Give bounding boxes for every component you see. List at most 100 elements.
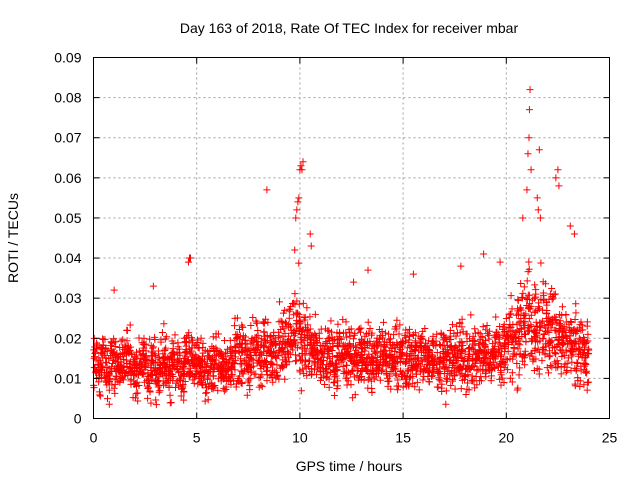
data-point <box>254 327 262 335</box>
data-point <box>152 396 160 404</box>
data-point <box>152 401 160 409</box>
data-point <box>187 347 195 355</box>
data-point <box>405 382 413 390</box>
data-point <box>565 324 573 332</box>
data-point <box>276 364 284 372</box>
data-point <box>239 370 247 378</box>
data-point <box>387 368 395 376</box>
data-point <box>168 349 176 357</box>
data-point <box>582 360 590 368</box>
data-point <box>523 186 531 194</box>
data-point <box>120 364 128 372</box>
data-point <box>466 335 474 343</box>
data-point <box>177 377 185 385</box>
data-point <box>528 335 536 343</box>
data-point <box>562 368 570 376</box>
data-point <box>134 397 142 405</box>
data-point <box>413 378 421 386</box>
data-point <box>294 198 302 206</box>
data-point <box>281 344 289 352</box>
data-point <box>261 357 269 365</box>
data-point <box>247 321 255 329</box>
data-point <box>326 336 334 344</box>
data-point <box>103 395 111 403</box>
data-point <box>392 365 400 373</box>
data-point <box>379 334 387 342</box>
data-point <box>368 388 376 396</box>
data-point <box>132 353 140 361</box>
data-point <box>367 353 375 361</box>
y-tick-label: 0.09 <box>54 50 81 66</box>
data-point <box>322 365 330 373</box>
data-point <box>490 351 498 359</box>
data-point <box>292 357 300 365</box>
data-point <box>521 347 529 355</box>
data-point <box>381 357 389 365</box>
data-point <box>218 349 226 357</box>
data-point <box>140 370 148 378</box>
data-point <box>395 330 403 338</box>
data-point <box>408 362 416 370</box>
data-point <box>273 371 281 379</box>
data-point <box>258 383 266 391</box>
data-point <box>313 338 321 346</box>
data-point <box>436 341 444 349</box>
data-point <box>583 322 591 330</box>
data-point <box>231 366 239 374</box>
data-point <box>262 367 270 375</box>
data-point <box>442 387 450 395</box>
data-point <box>535 146 543 154</box>
data-point <box>366 324 374 332</box>
data-point <box>234 375 242 383</box>
data-point <box>507 292 515 300</box>
y-tick-label: 0 <box>74 411 82 427</box>
data-point <box>525 134 533 142</box>
data-point <box>169 340 177 348</box>
plot-frame <box>93 57 610 419</box>
data-point <box>563 359 571 367</box>
data-point <box>424 367 432 375</box>
data-point <box>102 369 110 377</box>
data-point <box>157 338 165 346</box>
data-point <box>533 365 541 373</box>
data-point <box>504 366 512 374</box>
data-point <box>425 337 433 345</box>
data-point <box>351 391 359 399</box>
data-point <box>533 194 541 202</box>
data-point <box>237 379 245 387</box>
data-point <box>149 344 157 352</box>
data-point <box>154 383 162 391</box>
data-point <box>107 345 115 353</box>
data-point <box>382 350 390 358</box>
data-point <box>452 343 460 351</box>
data-point <box>548 337 556 345</box>
data-point <box>388 345 396 353</box>
data-point <box>90 384 98 392</box>
data-point <box>566 222 574 230</box>
x-tick-label: 15 <box>395 430 411 446</box>
data-point <box>299 299 307 307</box>
data-point <box>108 339 116 347</box>
data-point <box>555 182 563 190</box>
data-point <box>260 343 268 351</box>
x-tick-label: 5 <box>193 430 201 446</box>
data-point <box>111 343 119 351</box>
data-point <box>161 379 169 387</box>
data-point <box>299 365 307 373</box>
data-point <box>160 320 168 328</box>
data-point <box>301 361 309 369</box>
data-point <box>91 353 99 361</box>
data-point <box>222 385 230 393</box>
data-point <box>249 313 257 321</box>
data-point <box>549 294 557 302</box>
data-point <box>521 330 529 338</box>
data-point <box>412 346 420 354</box>
data-point <box>574 377 582 385</box>
data-point <box>401 337 409 345</box>
data-point <box>292 351 300 359</box>
data-point <box>473 381 481 389</box>
data-point <box>368 331 376 339</box>
data-point <box>407 367 415 375</box>
data-point <box>406 325 414 333</box>
data-point <box>141 341 149 349</box>
